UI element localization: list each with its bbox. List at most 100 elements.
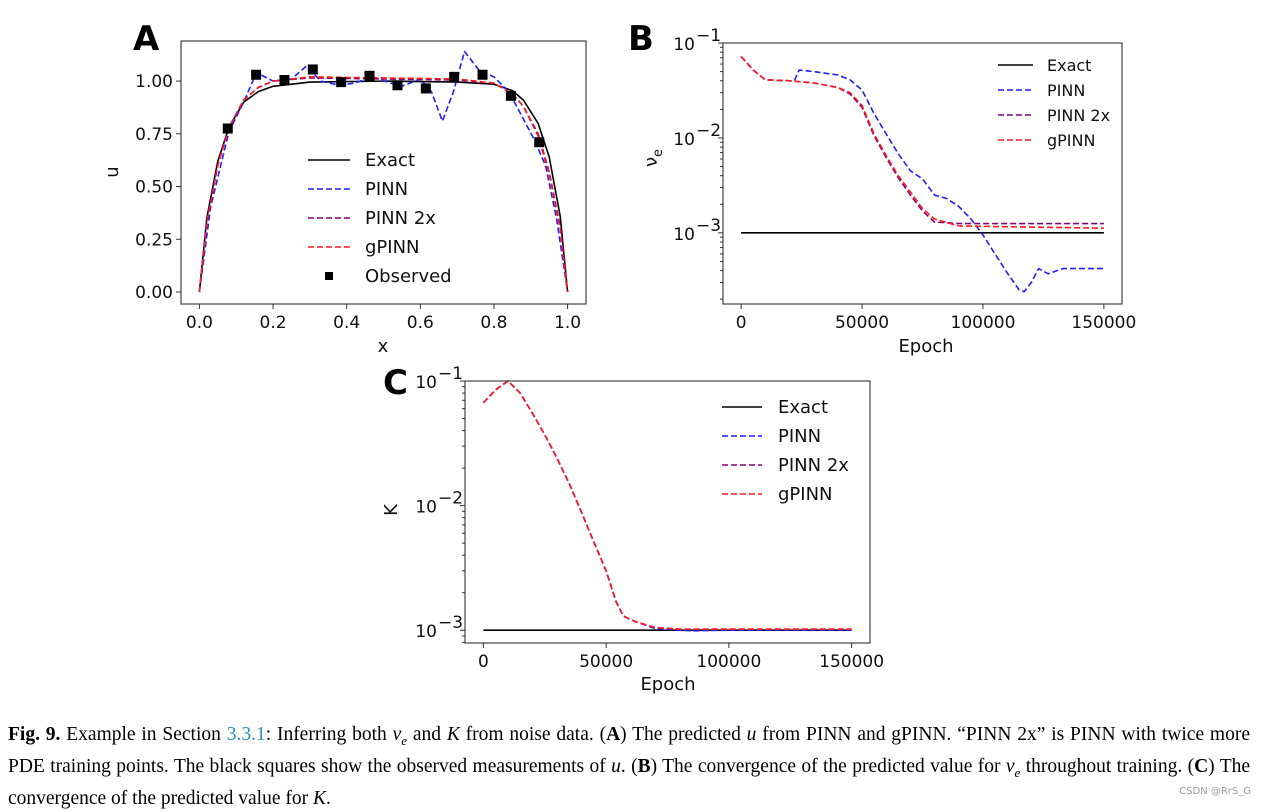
caption-text: ν [1005,755,1015,777]
legend-label: gPINN [778,484,833,505]
caption-text: from noise data. ( [459,724,607,745]
caption-text: A [606,724,621,745]
x-tick-label: 1.0 [554,313,581,333]
y-tick-label: 1.00 [135,72,173,92]
observed-point [251,69,262,80]
legend-label: Exact [1047,56,1091,75]
plot-frame [464,380,871,644]
legend: Exact PINN PINN 2x gPINN Observed [308,150,452,287]
observed-point [420,83,431,94]
caption-text: ν [392,724,402,745]
x-axis-label: Epoch [898,336,953,357]
x-axis-label: x [378,336,389,357]
caption-text: K [313,787,327,809]
y-axis-label: K [381,503,402,516]
series-line-gpinn [198,76,569,293]
y-axis-label-main: K [381,503,402,516]
y-axis-label: u [102,166,123,177]
x-axis-label: Epoch [640,674,695,695]
legend-marker-observed [325,272,333,280]
y-tick-base: 10 [415,373,437,393]
y-tick-label: 10 [415,373,437,393]
x-tick-label: 50000 [579,652,633,672]
y-tick-base: 10 [415,622,437,642]
x-tick-label: 0 [478,652,489,672]
y-tick-base: 10 [673,130,695,150]
x-tick-label: 0.2 [260,313,287,333]
x-tick-label: 100000 [951,313,1016,333]
legend-label: PINN [365,179,408,200]
x-tick-label: 150000 [819,652,884,672]
legend-label: Exact [365,150,415,171]
caption-text: ) The predicted [620,724,747,745]
chart-panel-A: 0.0 0.2 0.4 0.6 0.8 1.0 0.00 0.25 0.50 0.75 1.00 x u… [102,19,587,357]
y-tick-exponent: −2 [696,121,721,141]
observed-point [449,71,460,82]
y-tick-label: 0.50 [135,178,173,198]
caption-text: and [407,724,447,745]
y-tick-exponent: −3 [438,613,463,633]
y-tick-base: 10 [415,498,437,518]
y-tick-label: 0.00 [135,283,173,303]
x-tick-label: 0 [736,313,747,333]
legend: Exact PINN PINN 2x gPINN [998,56,1110,150]
legend-label: gPINN [1047,131,1095,150]
series-line-gpinn [740,55,1104,229]
caption-text: C [1194,755,1209,777]
observed-point [222,123,233,134]
y-tick-base: 10 [673,225,695,245]
y-tick-label: 10 [673,225,695,245]
y-tick-label: 10 [673,130,695,150]
y-tick-label: 10 [673,35,695,55]
caption-text: : Inferring both [265,724,393,745]
y-tick-label: 0.75 [135,125,173,145]
watermark: CSDN @RrS_G [1179,786,1251,797]
y-tick-label: 10 [415,622,437,642]
section-link[interactable]: 3.3.1 [226,724,266,745]
caption-text: K [446,724,460,745]
y-tick-label: 10 [415,498,437,518]
series-line-pinn-2x [482,380,852,630]
y-tick-exponent: −1 [696,26,721,46]
caption-text: Fig. 9. [8,724,61,745]
observed-point [477,69,488,80]
y-tick-base: 10 [673,35,695,55]
y-tick-label: 0.25 [135,230,173,250]
y-tick-exponent: −1 [438,364,463,384]
series-line-gpinn [482,380,852,630]
x-tick-label: 0.8 [480,313,507,333]
x-tick-label: 50000 [835,313,889,333]
y-axis-label-main: u [102,166,123,177]
caption-text: throughout training. ( [1020,755,1195,777]
observed-point [364,70,375,81]
legend-label: Exact [778,397,828,418]
observed-point [279,75,290,86]
x-tick-label: 0.6 [407,313,434,333]
plot-frame [180,40,587,305]
panel-label: B [628,19,654,59]
series-line-pinn [482,380,852,632]
caption-text: e [401,732,408,748]
observed-point [307,64,318,75]
x-tick-label: 0.4 [333,313,360,333]
caption-text: B [637,755,651,777]
legend-label: PINN 2x [1047,106,1110,125]
caption-text: ) The convergence of the predicted value… [8,755,1251,809]
observed-point [336,77,347,88]
plot-frame [722,42,1123,305]
observed-point [534,137,545,148]
legend-label: PINN 2x [778,455,849,476]
figure-caption: Fig. 9. Example in Section 3.3.1: Inferr… [8,722,1250,812]
legend: Exact PINN PINN 2x gPINN [722,397,849,505]
x-tick-label: 0.0 [186,313,213,333]
caption-text: ) The convergence of the predicted value… [650,755,1006,777]
panel-label: C [383,363,408,403]
figure: 0.0 0.2 0.4 0.6 0.8 1.0 0.00 0.25 0.50 0.75 1.00 x u… [102,19,1136,695]
caption-text: e [1014,764,1021,780]
legend-label: PINN [778,426,821,447]
caption-text: u [746,724,757,745]
legend-label: PINN 2x [365,208,436,229]
y-axis-label-sub: e [651,149,666,157]
legend-label: Observed [365,266,452,287]
